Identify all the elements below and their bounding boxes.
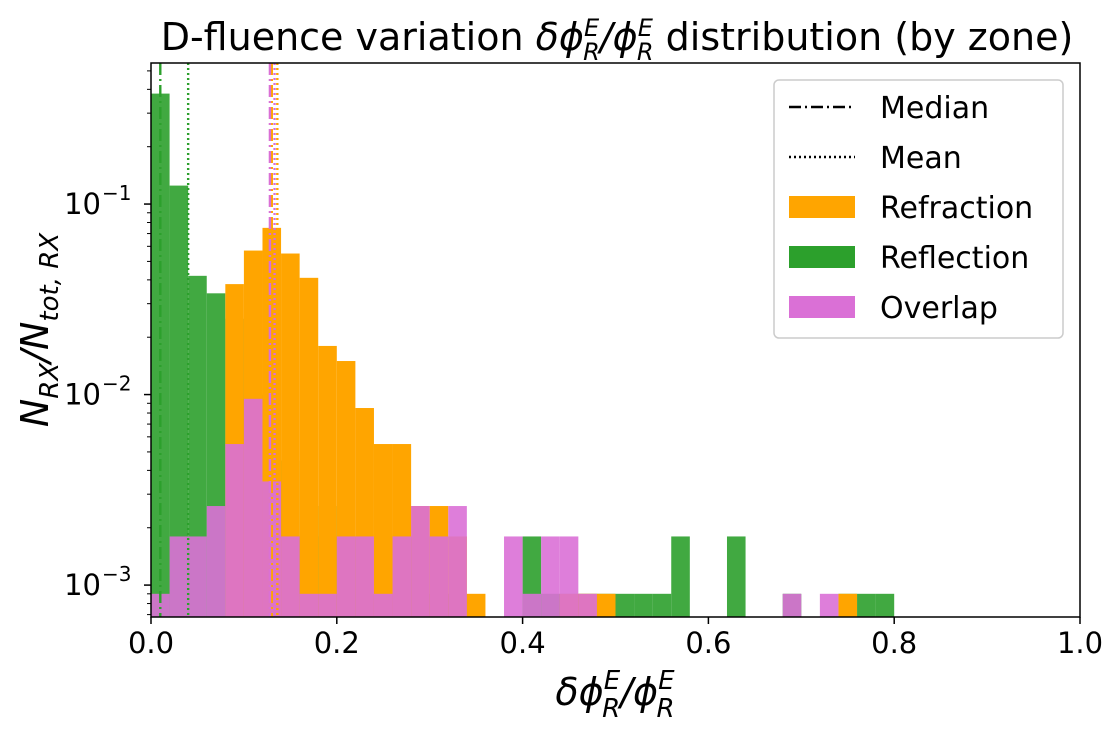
legend-swatch-refraction: [789, 196, 855, 218]
histogram-bars: [151, 93, 895, 618]
x-tick-label: 1.0: [1057, 626, 1103, 660]
x-axis-ticks: 0.0 0.2 0.4 0.6 0.8 1.0: [128, 617, 1103, 660]
bar-overlap: [336, 536, 356, 617]
x-tick-label: 0.8: [871, 626, 917, 660]
y-tick-label: 10: [64, 187, 101, 221]
bar-refraction: [838, 593, 858, 617]
statistic-lines: [159, 63, 279, 617]
bar-reflection: [634, 593, 653, 617]
y-tick-exponent: −2: [102, 372, 131, 396]
legend-label-median: Median: [880, 91, 989, 126]
bar-overlap: [373, 593, 393, 617]
bar-overlap: [578, 593, 597, 617]
y-tick-label: 10: [64, 378, 101, 412]
bar-reflection: [875, 593, 895, 617]
legend-label-refraction: Refraction: [880, 191, 1033, 226]
bar-refraction: [596, 593, 616, 617]
legend-swatch-reflection: [789, 246, 855, 268]
bar-refraction: [466, 593, 486, 617]
legend-label-overlap: Overlap: [880, 291, 998, 326]
bar-refraction: [318, 345, 337, 617]
bar-overlap: [299, 593, 319, 617]
bar-overlap: [429, 536, 449, 617]
bar-overlap: [169, 536, 189, 617]
bar-overlap: [782, 593, 802, 617]
bar-reflection: [615, 593, 635, 617]
bar-overlap: [151, 593, 170, 617]
y-tick-label: 10: [64, 568, 101, 602]
legend-label-mean: Mean: [880, 141, 962, 176]
bar-reflection: [169, 185, 189, 617]
bar-overlap: [504, 536, 523, 617]
bar-overlap: [225, 444, 244, 617]
bar-overlap: [318, 593, 337, 617]
y-axis-ticks: 10−310−210−1: [64, 70, 151, 616]
y-tick-exponent: −1: [102, 181, 131, 205]
bar-refraction: [281, 253, 300, 617]
legend: Median Mean Refraction Reflection Overlap: [773, 79, 1064, 339]
bar-overlap: [392, 536, 412, 617]
chart-title: D-fluence variation δϕE R/ϕE R distributio…: [161, 14, 1074, 66]
legend-box: [773, 79, 1064, 339]
bar-refraction: [373, 444, 393, 617]
bar-reflection: [652, 593, 672, 617]
x-tick-label: 0.6: [685, 626, 731, 660]
x-axis-label: δϕE R/ϕE R: [555, 666, 675, 724]
legend-swatch-overlap: [789, 296, 855, 318]
x-tick-label: 0.0: [128, 626, 174, 660]
bar-reflection: [188, 275, 207, 617]
bar-refraction: [299, 277, 319, 617]
bar-overlap: [448, 506, 467, 617]
bar-overlap: [541, 536, 560, 617]
bar-overlap: [819, 593, 839, 617]
bar-overlap: [355, 536, 374, 617]
bar-overlap: [188, 536, 207, 617]
bar-overlap: [281, 536, 300, 617]
x-tick-label: 0.4: [500, 626, 546, 660]
bar-reflection: [671, 536, 690, 617]
bar-reflection: [726, 536, 746, 617]
bar-overlap: [243, 398, 263, 617]
bar-overlap: [522, 593, 542, 617]
x-tick-label: 0.2: [314, 626, 360, 660]
plot-frame: [150, 62, 1081, 618]
bar-overlap: [411, 506, 430, 617]
bar-overlap: [206, 506, 226, 617]
bar-reflection: [857, 593, 876, 617]
bar-overlap: [559, 536, 579, 617]
y-axis-label: NRX/Ntot, RX: [13, 232, 65, 427]
legend-label-reflection: Reflection: [880, 241, 1029, 276]
y-tick-exponent: −3: [102, 562, 131, 586]
